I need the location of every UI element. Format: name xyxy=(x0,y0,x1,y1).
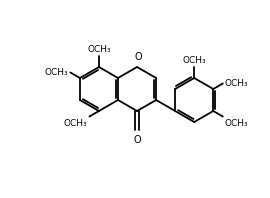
Text: OCH₃: OCH₃ xyxy=(183,56,206,65)
Text: O: O xyxy=(133,135,141,145)
Text: O: O xyxy=(134,52,142,62)
Text: OCH₃: OCH₃ xyxy=(225,118,248,128)
Text: OCH₃: OCH₃ xyxy=(64,118,87,128)
Text: OCH₃: OCH₃ xyxy=(225,79,248,88)
Text: OCH₃: OCH₃ xyxy=(45,68,68,77)
Text: OCH₃: OCH₃ xyxy=(87,45,111,54)
